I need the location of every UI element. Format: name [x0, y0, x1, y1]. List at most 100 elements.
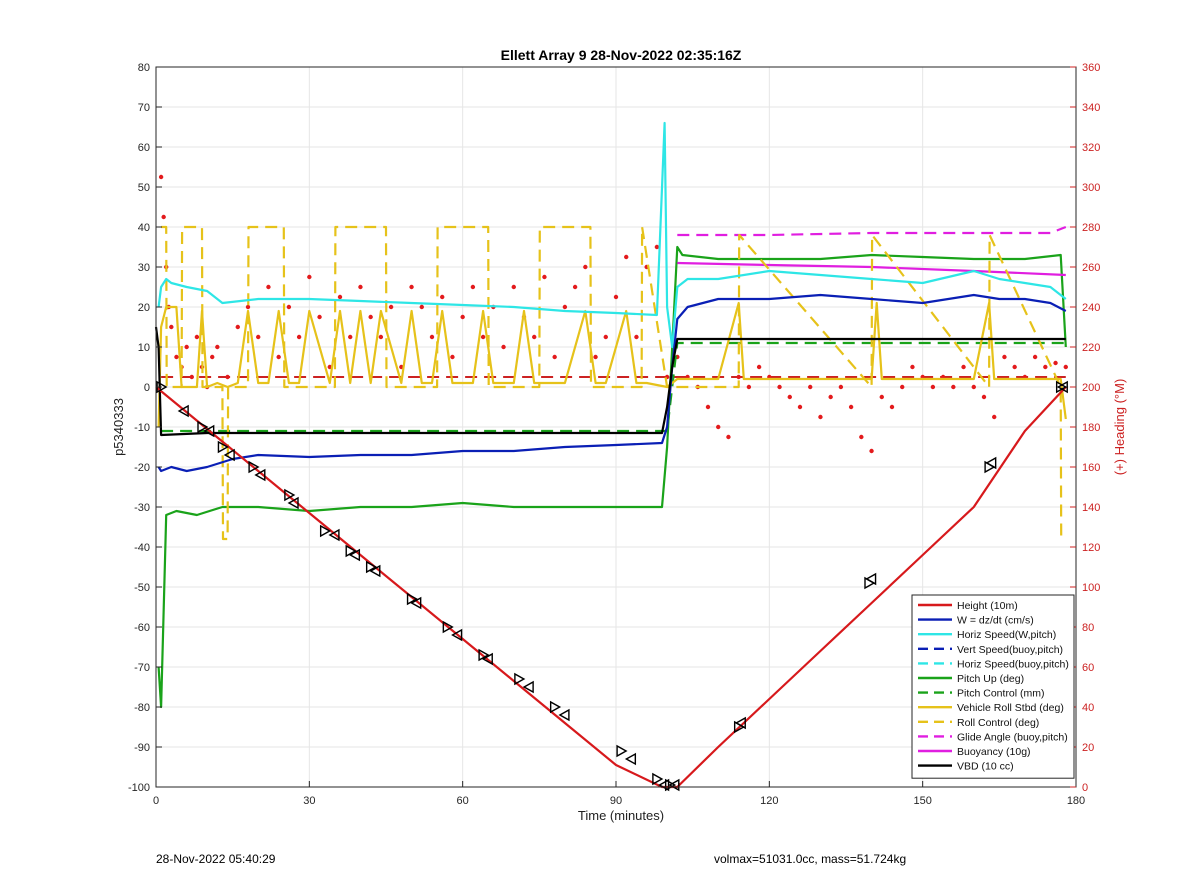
heading-point — [777, 384, 782, 390]
heading-point — [808, 384, 813, 390]
heading-point — [838, 384, 844, 390]
height-marker — [345, 544, 357, 558]
heading-point — [307, 274, 312, 280]
height-marker — [328, 528, 340, 542]
height-marker — [410, 596, 422, 610]
heading-point — [583, 264, 588, 270]
y-right-tick-label: 120 — [1082, 542, 1100, 554]
y-tick-label: -70 — [134, 662, 150, 674]
heading-point — [1032, 354, 1038, 360]
heading-point — [174, 354, 179, 360]
chart-series — [154, 121, 1068, 789]
y-tick-label: -100 — [128, 782, 150, 794]
x-tick-label: 120 — [760, 795, 778, 807]
legend-box — [911, 594, 1075, 779]
heading-point — [572, 284, 578, 290]
heading-point — [1043, 364, 1048, 370]
legend-label: Horiz Speed(buoy,pitch) — [957, 658, 1069, 670]
legend-label: Pitch Control (mm) — [957, 688, 1045, 700]
y-tick-label: -40 — [134, 542, 150, 554]
heading-point — [450, 354, 455, 360]
y-right-tick-label: 80 — [1082, 622, 1094, 634]
heading-point — [419, 304, 424, 310]
heading-point — [910, 364, 915, 370]
heading-point — [317, 314, 322, 320]
y-tick-label: -90 — [134, 742, 150, 754]
y-right-tick-label: 240 — [1082, 302, 1100, 314]
height-marker — [406, 592, 418, 606]
heading-point — [889, 404, 895, 410]
heading-point — [654, 244, 660, 250]
heading-point — [1063, 364, 1068, 370]
y-axis-label-right: (+) Heading (°M) — [1112, 379, 1127, 476]
y-tick-label: 10 — [138, 342, 150, 354]
heading-point — [189, 374, 194, 380]
height-marker — [985, 456, 997, 470]
y-right-tick-label: 220 — [1082, 342, 1100, 354]
legend-label: Vehicle Roll Stbd (deg) — [957, 702, 1064, 714]
heading-point — [511, 284, 516, 290]
heading-point — [184, 344, 189, 350]
heading-point — [532, 334, 537, 340]
legend-label: Vert Speed(buoy,pitch) — [957, 644, 1063, 656]
y-tick-label: 40 — [138, 222, 150, 234]
heading-point — [286, 304, 292, 310]
heading-point — [245, 304, 251, 310]
y-right-tick-label: 200 — [1082, 382, 1100, 394]
heading-point — [337, 294, 343, 300]
x-tick-label: 150 — [913, 795, 931, 807]
heading-point — [460, 314, 465, 320]
heading-point — [256, 334, 261, 340]
legend-label: Buoyancy (10g) — [957, 746, 1031, 758]
y-right-tick-label: 0 — [1082, 782, 1088, 794]
y-tick-label: 20 — [138, 302, 150, 314]
heading-point — [562, 304, 568, 310]
footer-info: volmax=51031.0cc, mass=51.724kg — [714, 852, 907, 866]
heading-point — [900, 384, 905, 390]
series-line-w-dz-dt-cm-s — [157, 293, 1067, 473]
y-right-tick-label: 140 — [1082, 502, 1100, 514]
heading-point — [158, 174, 164, 180]
height-marker — [514, 672, 526, 686]
heading-point — [266, 284, 271, 290]
legend-label: W = dz/dt (cm/s) — [957, 615, 1034, 627]
series-line-pitch-up-deg — [157, 245, 1067, 709]
y-right-tick-label: 300 — [1082, 182, 1100, 194]
height-marker — [284, 488, 296, 502]
y-right-tick-label: 360 — [1082, 62, 1100, 74]
heading-point — [470, 284, 476, 290]
heading-point — [951, 384, 956, 390]
y-right-tick-label: 180 — [1082, 422, 1100, 434]
heading-point — [992, 414, 997, 420]
heading-point — [169, 324, 174, 330]
heading-point — [981, 394, 987, 400]
y-tick-label: 60 — [138, 142, 150, 154]
height-marker — [558, 708, 570, 722]
heading-point — [624, 254, 629, 260]
heading-point — [480, 334, 486, 340]
heading-point — [388, 304, 394, 310]
heading-point — [161, 214, 166, 220]
y-tick-label: 70 — [138, 102, 150, 114]
chart-title: Ellett Array 9 28-Nov-2022 02:35:16Z — [501, 47, 742, 63]
heading-point — [869, 448, 874, 454]
height-marker — [369, 564, 381, 578]
height-marker — [451, 628, 463, 642]
heading-point — [225, 374, 230, 380]
heading-point — [276, 354, 281, 360]
y-right-tick-label: 280 — [1082, 222, 1100, 234]
height-marker — [734, 716, 746, 730]
y-tick-label: 80 — [138, 62, 150, 74]
legend-label: Horiz Speed(W,pitch) — [957, 629, 1056, 641]
heading-point — [501, 344, 506, 350]
heading-point — [705, 404, 711, 410]
x-tick-label: 30 — [303, 795, 315, 807]
height-marker — [624, 752, 637, 766]
y-tick-label: -20 — [134, 462, 150, 474]
chart-legend: Height (10m) W = dz/dt (cm/s) Horiz Speed(… — [911, 594, 1075, 779]
y-axis-label: p5340333 — [111, 398, 126, 456]
height-marker — [652, 772, 664, 786]
heading-point — [552, 354, 557, 360]
heading-point — [879, 394, 884, 400]
y-tick-label: 0 — [144, 382, 150, 394]
